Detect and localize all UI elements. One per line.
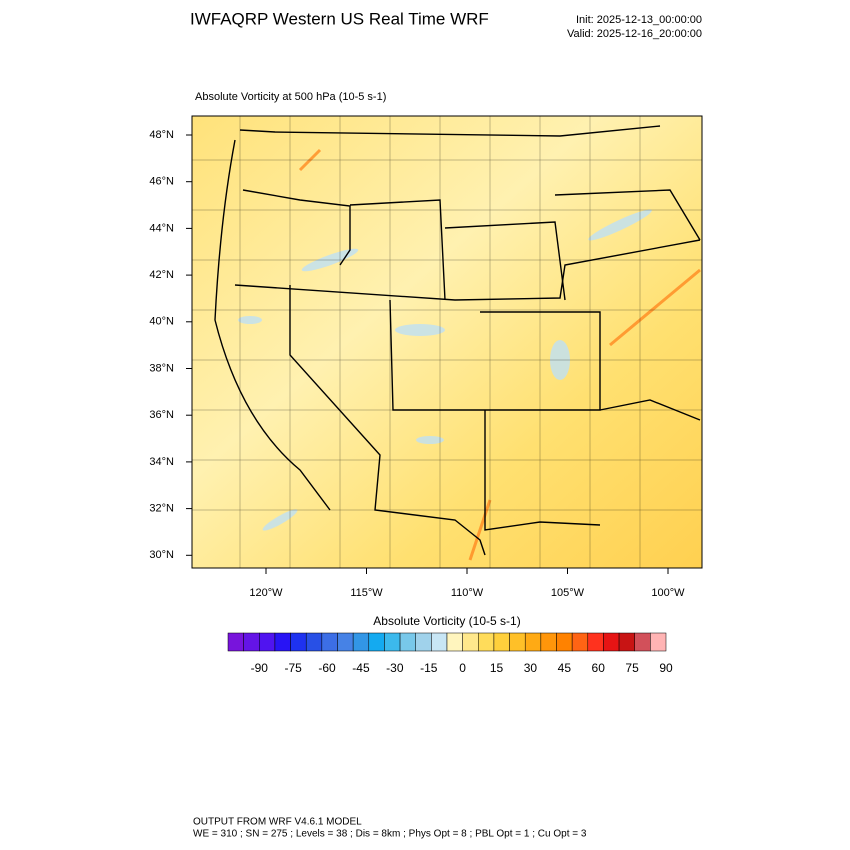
colorbar: -90 -75 -60 -45 -30 -15 0 15 30 45 60 75 90 bbox=[227, 632, 673, 675]
lon-label: 115°W bbox=[350, 587, 383, 599]
colorbar-box bbox=[478, 632, 495, 652]
colorbar-box bbox=[305, 632, 323, 652]
colorbar-box bbox=[462, 632, 479, 652]
colorbar-label: -30 bbox=[386, 661, 404, 675]
lat-label: 46°N bbox=[149, 176, 174, 188]
colorbar-title: Absolute Vorticity (10-5 s-1) bbox=[373, 614, 520, 628]
valid-time: Valid: 2025-12-16_20:00:00 bbox=[567, 28, 702, 40]
colorbar-box bbox=[243, 632, 260, 652]
colorbar-box bbox=[384, 632, 401, 652]
colorbar-box bbox=[321, 632, 338, 652]
colorbar-box bbox=[571, 632, 589, 652]
colorbar-box bbox=[587, 632, 604, 652]
colorbar-box bbox=[493, 632, 510, 652]
colorbar-label: 45 bbox=[558, 661, 572, 675]
lat-label: 40°N bbox=[149, 316, 174, 328]
colorbar-box bbox=[337, 632, 354, 652]
lat-label: 30°N bbox=[149, 549, 174, 561]
lat-label: 34°N bbox=[149, 456, 174, 468]
colorbar-box bbox=[274, 632, 291, 652]
lat-axis: 48°N 46°N 44°N 42°N 40°N 38°N 36°N 34°N 32°N 30°N bbox=[149, 129, 192, 561]
colorbar-box bbox=[368, 632, 385, 652]
colorbar-box bbox=[227, 632, 244, 652]
colorbar-label: 60 bbox=[592, 661, 606, 675]
colorbar-box bbox=[540, 632, 557, 652]
colorbar-label: -15 bbox=[420, 661, 438, 675]
map-title: Absolute Vorticity at 500 hPa (10-5 s-1) bbox=[195, 91, 386, 103]
lat-label: 42°N bbox=[149, 269, 174, 281]
map-frame bbox=[191, 115, 703, 569]
lat-label: 36°N bbox=[149, 409, 174, 421]
lat-label: 32°N bbox=[149, 503, 174, 515]
colorbar-box bbox=[415, 632, 432, 652]
lon-label: 100°W bbox=[651, 587, 685, 599]
colorbar-box bbox=[352, 632, 370, 652]
colorbar-box bbox=[556, 632, 573, 652]
colorbar-label: -75 bbox=[285, 661, 303, 675]
lon-label: 120°W bbox=[249, 587, 283, 599]
colorbar-box bbox=[524, 632, 542, 652]
footer-line: OUTPUT FROM WRF V4.6.1 MODEL bbox=[193, 817, 362, 828]
colorbar-box bbox=[446, 632, 463, 652]
lat-label: 44°N bbox=[149, 222, 174, 234]
map-field bbox=[192, 116, 702, 568]
colorbar-label: 75 bbox=[625, 661, 639, 675]
colorbar-box bbox=[650, 632, 667, 652]
colorbar-label: 30 bbox=[524, 661, 538, 675]
colorbar-box bbox=[634, 632, 651, 652]
init-time: Init: 2025-12-13_00:00:00 bbox=[576, 14, 702, 26]
colorbar-box bbox=[290, 632, 307, 652]
colorbar-box bbox=[603, 632, 620, 652]
colorbar-box bbox=[431, 632, 448, 652]
colorbar-box bbox=[399, 632, 416, 652]
colorbar-box bbox=[509, 632, 526, 652]
colorbar-box bbox=[259, 632, 276, 652]
colorbar-label: 0 bbox=[459, 661, 466, 675]
footer-line: WE = 310 ; SN = 275 ; Levels = 38 ; Dis … bbox=[193, 829, 587, 840]
lon-label: 105°W bbox=[551, 587, 585, 599]
lat-label: 48°N bbox=[149, 129, 174, 141]
colorbar-label: -60 bbox=[318, 661, 336, 675]
colorbar-label: 15 bbox=[490, 661, 504, 675]
lon-label: 110°W bbox=[451, 587, 484, 599]
colorbar-label: 90 bbox=[659, 661, 673, 675]
colorbar-label: -90 bbox=[251, 661, 269, 675]
title: IWFAQRP Western US Real Time WRF bbox=[190, 9, 489, 28]
lat-label: 38°N bbox=[149, 362, 174, 374]
colorbar-label: -45 bbox=[352, 661, 370, 675]
colorbar-box bbox=[618, 632, 635, 652]
lon-axis: 120°W 115°W 110°W 105°W 100°W bbox=[249, 568, 685, 599]
